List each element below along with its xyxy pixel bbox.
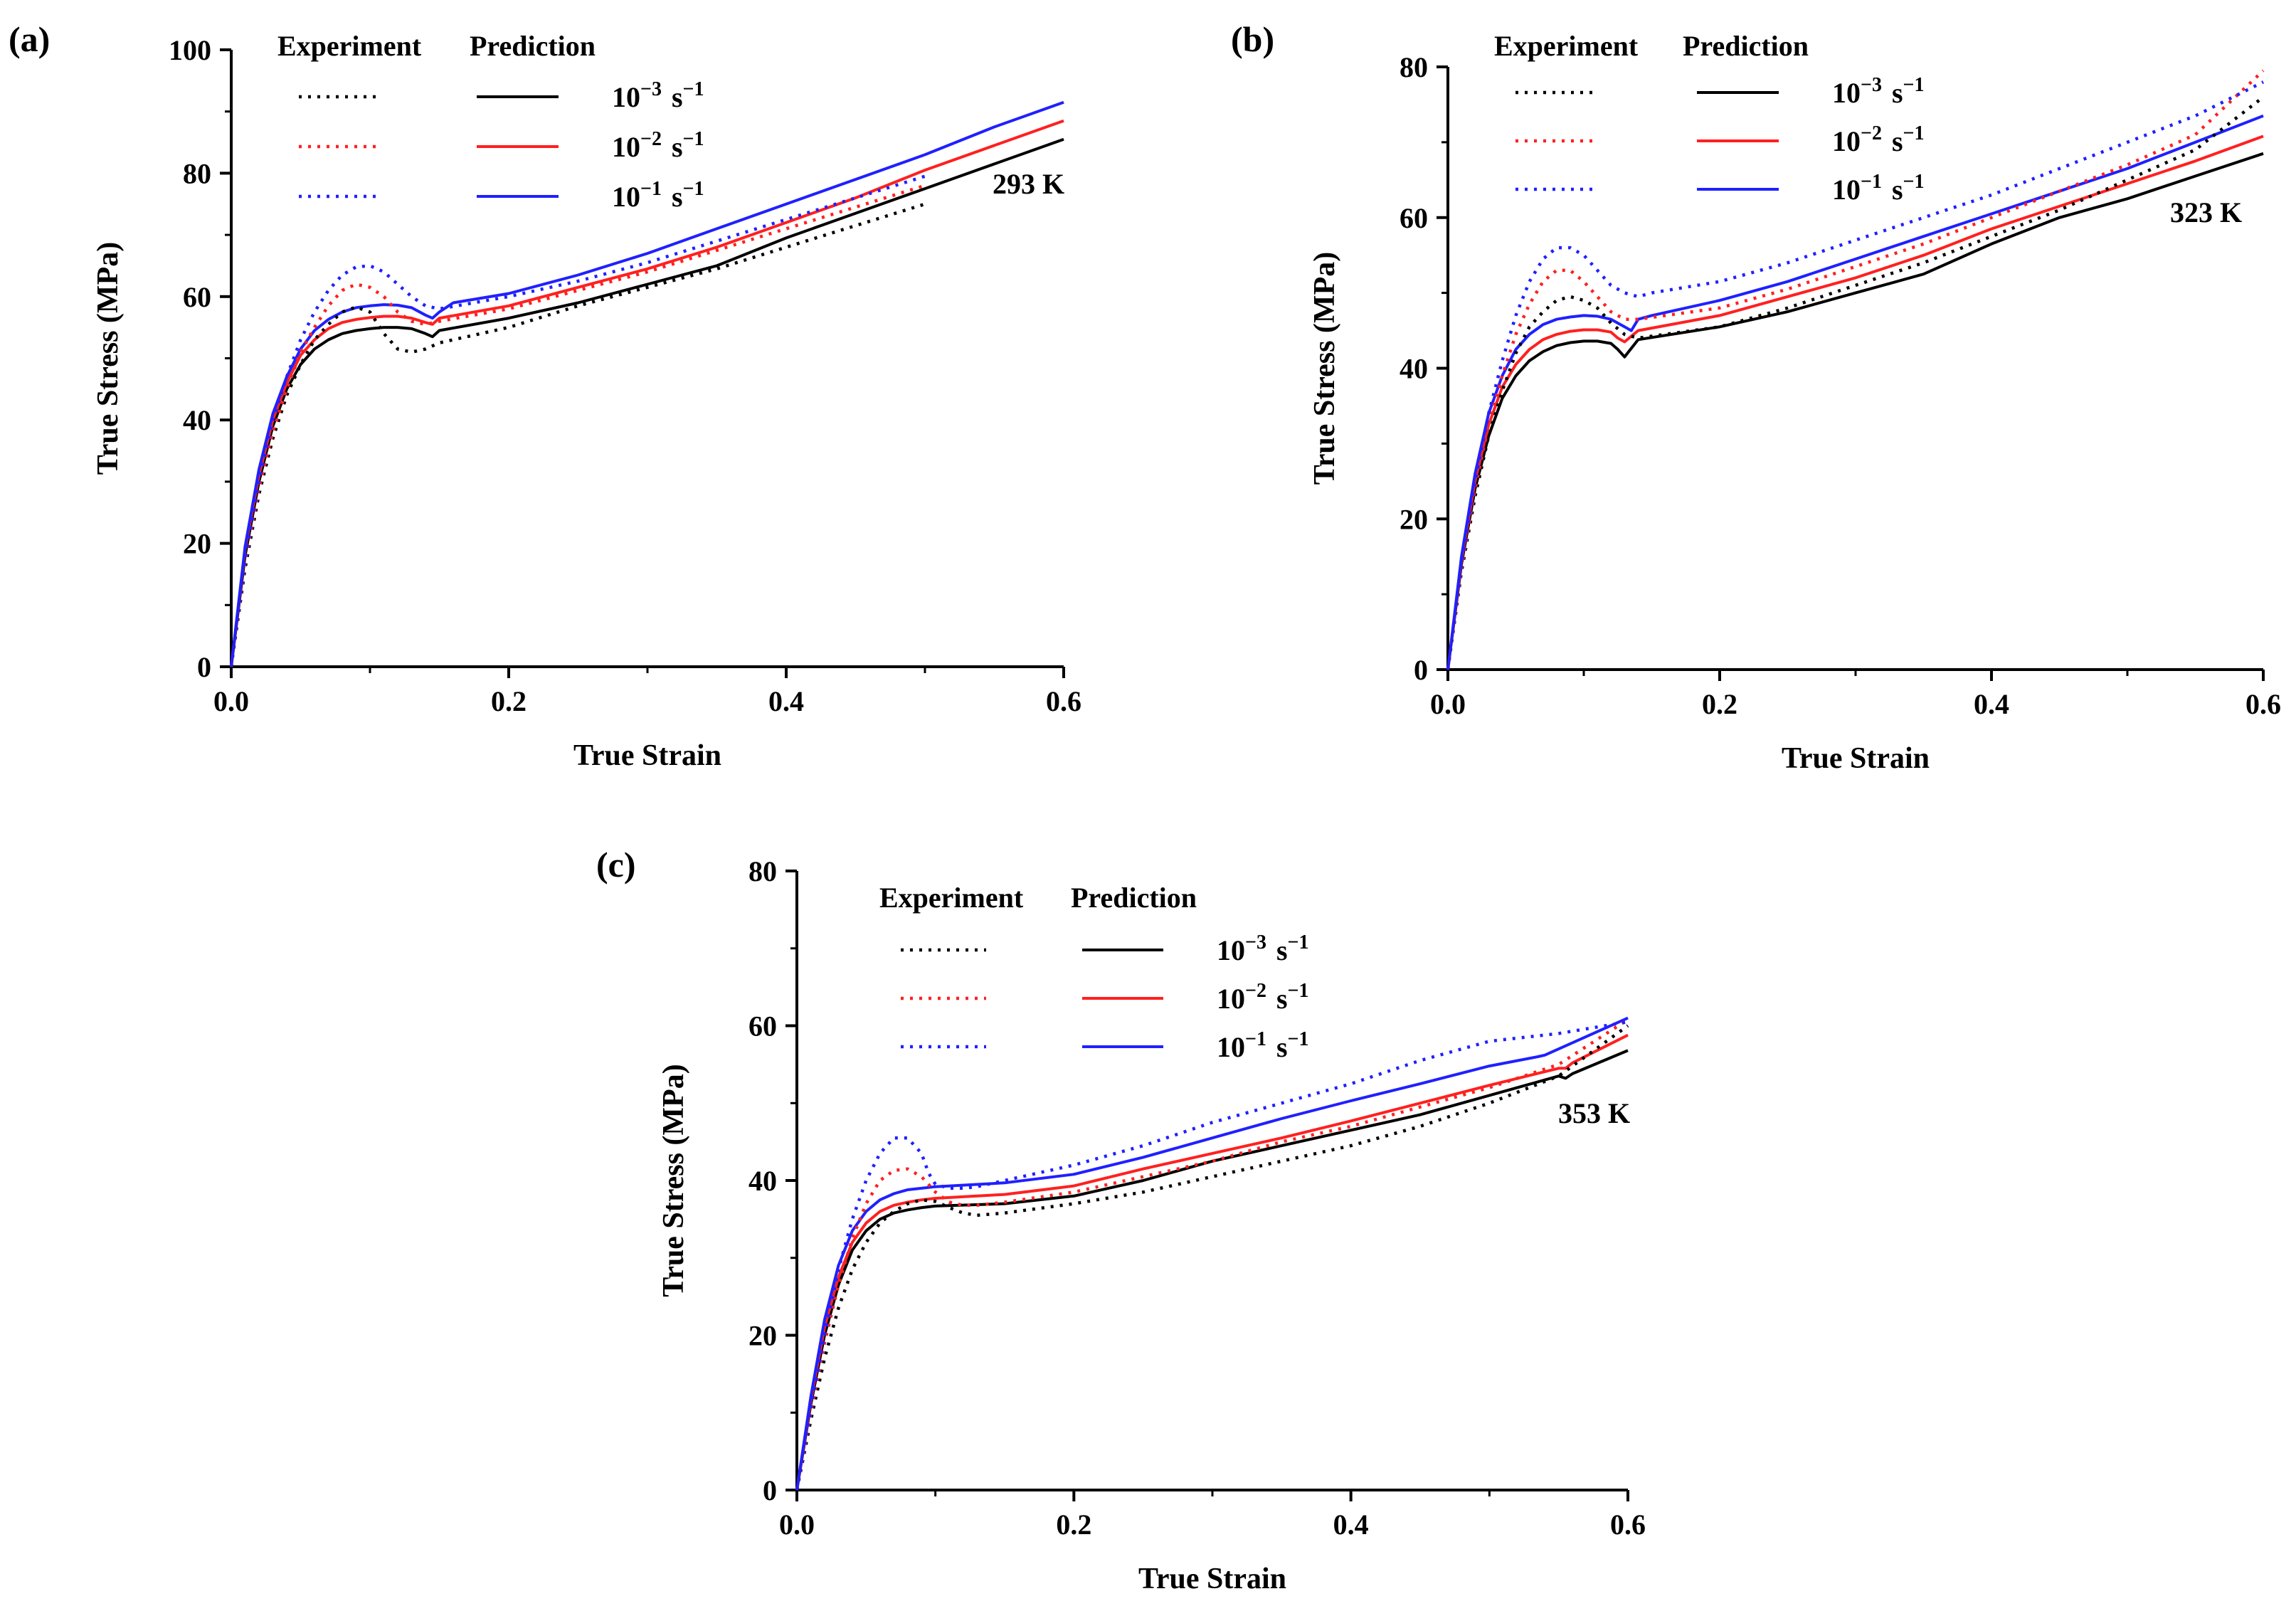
panel-label: (b) bbox=[1231, 19, 1274, 59]
legend-prediction-header: Prediction bbox=[1071, 882, 1197, 914]
y-tick-label: 0 bbox=[197, 651, 211, 683]
temperature-label: 323 K bbox=[2170, 196, 2242, 228]
legend-prediction-header: Prediction bbox=[470, 30, 596, 62]
y-axis-title: True Stress (MPa) bbox=[1308, 252, 1341, 485]
y-tick-label: 80 bbox=[1400, 51, 1428, 83]
y-axis-title: True Stress (MPa) bbox=[657, 1064, 690, 1296]
x-axis-title: True Strain bbox=[1138, 1563, 1286, 1595]
experiment-series-line-3 bbox=[1446, 95, 2265, 670]
prediction-series-line-0 bbox=[1446, 152, 2264, 670]
experiment-series-line-5 bbox=[1446, 80, 2265, 670]
panel-label: (a) bbox=[9, 19, 50, 59]
x-tick-label: 0.2 bbox=[1056, 1509, 1091, 1541]
legend-rate-label: 10−1 s−1 bbox=[612, 178, 704, 213]
legend-rate-label: 10−3 s−1 bbox=[1832, 74, 1925, 109]
legend: Experiment Prediction 10−3 s−1 10−2 s−1 10−1 s−… bbox=[277, 30, 704, 213]
x-tick-label: 0.6 bbox=[1046, 685, 1081, 717]
x-axis-title: True Strain bbox=[573, 739, 721, 772]
x-tick-label: 0.0 bbox=[213, 685, 249, 717]
prediction-series-line-2 bbox=[795, 1016, 1629, 1491]
legend-experiment-header: Experiment bbox=[1494, 30, 1639, 62]
panel-c: (c) 0.0 0.2 0.4 0.6 0 20 40 60 80 True Strain True … bbox=[596, 845, 1646, 1595]
x-tick-label: 0.2 bbox=[491, 685, 527, 717]
x-axis-title: True Strain bbox=[1782, 742, 1930, 775]
x-tick-label: 0.4 bbox=[1333, 1509, 1369, 1541]
temperature-label: 293 K bbox=[993, 168, 1064, 200]
x-tick-label: 0.4 bbox=[768, 685, 804, 717]
y-tick-label: 60 bbox=[748, 1010, 777, 1042]
legend: Experiment Prediction 10−3 s−1 10−2 s−1 10−1 s−… bbox=[1494, 30, 1925, 206]
panel-a: (a) 0.0 0.2 0.4 0.6 0 20 40 60 80 100 True Strain Tr… bbox=[9, 19, 1081, 772]
y-tick-label: 40 bbox=[1400, 353, 1428, 385]
x-tick-label: 0.0 bbox=[1430, 688, 1466, 720]
x-tick-label: 0.0 bbox=[779, 1509, 815, 1541]
legend-experiment-header: Experiment bbox=[879, 882, 1024, 914]
y-tick-label: 20 bbox=[183, 528, 211, 560]
experiment-series-line-4 bbox=[1446, 69, 2265, 670]
x-tick-label: 0.6 bbox=[2245, 688, 2281, 720]
legend-rate-label: 10−2 s−1 bbox=[1217, 980, 1309, 1015]
y-axis-title: True Stress (MPa) bbox=[92, 242, 125, 475]
y-tick-label: 40 bbox=[748, 1165, 777, 1197]
y-tick-label: 100 bbox=[169, 34, 211, 66]
y-tick-label: 0 bbox=[763, 1474, 777, 1506]
prediction-series-line-2 bbox=[1446, 114, 2264, 670]
y-tick-label: 60 bbox=[1400, 202, 1428, 234]
y-tick-label: 80 bbox=[183, 157, 211, 189]
x-tick-label: 0.4 bbox=[1974, 688, 2009, 720]
legend-rate-label: 10−2 s−1 bbox=[612, 128, 704, 163]
y-tick-label: 40 bbox=[183, 404, 211, 436]
x-tick-label: 0.2 bbox=[1702, 688, 1737, 720]
panel-b: (b) 0.0 0.2 0.4 0.6 0 20 40 60 80 True Strain True … bbox=[1231, 19, 2281, 775]
panel-label: (c) bbox=[596, 845, 636, 884]
y-tick-label: 80 bbox=[748, 855, 777, 887]
legend-rate-label: 10−1 s−1 bbox=[1217, 1028, 1309, 1063]
experiment-series-line-4 bbox=[229, 184, 926, 667]
x-tick-label: 0.6 bbox=[1610, 1509, 1646, 1541]
legend: Experiment Prediction 10−3 s−1 10−2 s−1 10−1 s−… bbox=[879, 882, 1309, 1063]
temperature-label: 353 K bbox=[1558, 1097, 1630, 1129]
legend-prediction-header: Prediction bbox=[1683, 30, 1809, 62]
y-tick-label: 20 bbox=[748, 1320, 777, 1352]
y-tick-label: 0 bbox=[1414, 654, 1428, 686]
y-tick-label: 60 bbox=[183, 281, 211, 313]
legend-rate-label: 10−3 s−1 bbox=[1217, 931, 1309, 966]
y-tick-label: 20 bbox=[1400, 503, 1428, 535]
legend-rate-label: 10−2 s−1 bbox=[1832, 122, 1925, 157]
legend-experiment-header: Experiment bbox=[277, 30, 422, 62]
legend-rate-label: 10−3 s−1 bbox=[612, 78, 704, 113]
legend-rate-label: 10−1 s−1 bbox=[1832, 171, 1925, 206]
